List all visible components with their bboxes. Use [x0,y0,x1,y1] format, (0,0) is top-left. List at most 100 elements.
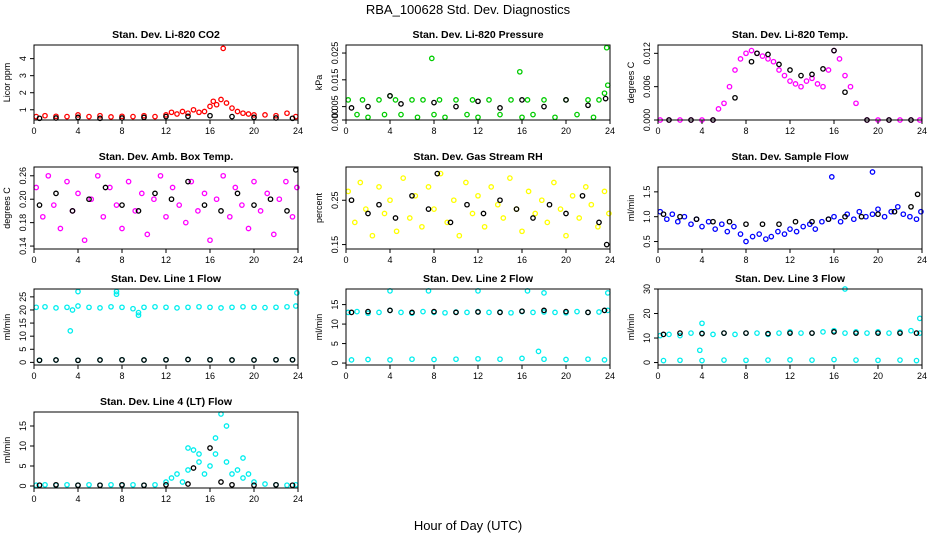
data-point [157,172,164,179]
data-point [831,329,837,335]
y-tick-label: 0.15 [330,236,340,254]
data-point [348,309,355,316]
data-point [69,208,76,214]
data-point [419,223,425,230]
data-point [387,307,393,314]
x-tick-label: 8 [743,371,748,381]
data-point [768,233,775,240]
data-point [273,356,279,363]
data-point [831,47,837,54]
data-point [64,113,70,120]
x-tick-label: 12 [473,255,483,265]
data-point [798,83,804,90]
plot-frame [657,166,923,250]
series-2 [348,93,609,111]
y-tick-label: 5 [330,341,340,346]
panel-title: Stan. Dev. Li-820 CO2 [112,29,220,41]
data-point [699,320,705,327]
y-tick-label: 1 [18,107,28,112]
x-tick-label: 0 [31,126,36,136]
data-point [442,309,448,316]
data-point [497,111,503,118]
data-point [519,355,525,362]
x-tick-label: 16 [517,126,527,136]
data-point [218,305,224,311]
data-point [229,357,235,363]
data-point [875,357,881,364]
data-point [541,356,547,363]
data-point [842,72,848,79]
data-point [420,97,426,103]
data-point [588,201,595,208]
data-point [749,233,756,240]
y-tick-label: 15 [18,421,28,431]
data-point [732,67,738,73]
data-point [113,291,120,298]
data-point [240,475,246,481]
data-point [223,459,230,465]
data-point [119,225,125,232]
y-tick-label: 0.005 [330,95,340,118]
x-tick-label: 8 [119,126,124,136]
data-point [245,111,252,117]
data-point [436,97,443,103]
data-point [696,347,703,354]
data-point [464,201,470,208]
data-point [770,58,777,65]
data-point [365,356,371,363]
data-point [185,304,191,311]
data-point [163,356,169,363]
data-point [464,309,470,316]
data-point [75,190,81,197]
data-point [596,97,602,103]
data-point [918,208,924,215]
data-point [168,475,175,481]
data-point [759,53,766,59]
x-tick-label: 24 [605,255,615,265]
series-1 [345,288,611,363]
data-point [88,196,95,203]
x-tick-label: 0 [31,494,36,504]
data-point [229,471,235,477]
data-point [276,196,283,203]
x-tick-label: 24 [293,126,303,136]
data-point [431,111,437,118]
data-point [245,471,252,477]
data-point [174,471,180,477]
x-tick-label: 16 [517,255,527,265]
data-point [809,218,815,225]
data-point [75,357,81,364]
plot-frame [33,166,299,250]
data-point [497,309,503,316]
data-point [376,201,382,208]
data-point [842,89,848,96]
data-point [86,113,92,120]
data-point [864,330,870,336]
data-point [532,210,539,217]
data-point [387,93,393,99]
data-point [743,238,749,245]
data-point [251,112,257,118]
data-point [710,218,716,225]
panel-title: Stan. Dev. Line 4 (LT) Flow [100,396,233,408]
panel-2: Stan. Dev. Li-820 Pressure kPa 0 4 8 12 16 20 24… [314,29,615,136]
data-point [69,307,76,313]
data-point [213,101,220,108]
data-point [431,308,437,315]
data-point [525,188,532,195]
data-point [897,357,903,363]
data-point [743,330,749,336]
data-point [152,190,158,197]
data-point [212,451,219,457]
plot-frame [657,44,923,121]
x-tick-label: 16 [205,255,215,265]
data-point [130,481,136,488]
y-tick-label: 2 [18,90,28,95]
data-point [354,308,360,315]
data-point [732,94,738,101]
data-point [201,190,208,197]
data-point [563,97,569,103]
panel-ylabel: percent [314,192,324,223]
data-point [119,202,125,208]
y-tick-label: 0 [642,360,652,365]
